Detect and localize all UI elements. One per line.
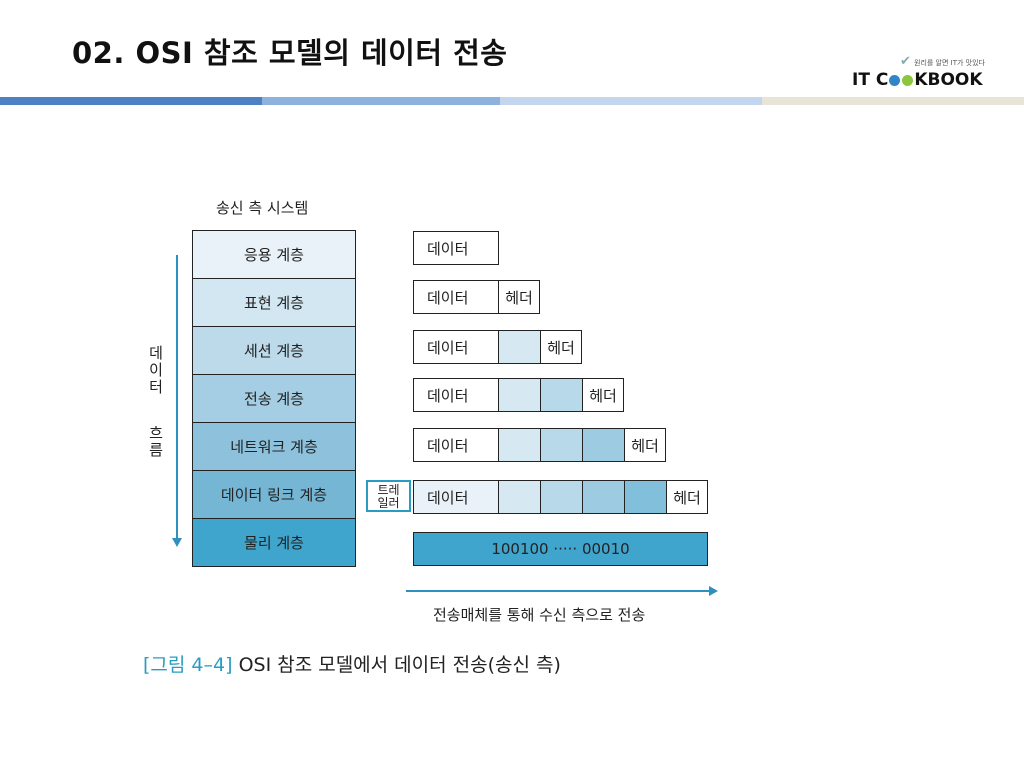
pdu-row-1: 데이터 xyxy=(413,231,499,265)
figure-caption: [그림 4–4] OSI 참조 모델에서 데이터 전송(송신 측) xyxy=(143,650,561,677)
data-segment: 데이터 xyxy=(413,280,499,314)
logo-dot-blue xyxy=(889,74,901,86)
encapsulated-header-segment xyxy=(582,480,625,514)
logo-dot-green xyxy=(902,74,914,86)
flow-label-char: 흐 xyxy=(149,424,163,442)
brand-word-right: KBOOK xyxy=(914,70,983,90)
physical-bit-stream: 100100 ····· 00010 xyxy=(413,532,708,566)
encapsulated-header-segment xyxy=(624,480,667,514)
header-bar-segment xyxy=(762,97,1024,105)
checkmark-icon: ✔ xyxy=(900,54,911,69)
pdu-row-3: 데이터 헤더 xyxy=(413,330,582,364)
trailer-label-line2: 일러 xyxy=(377,496,400,510)
osi-layer-6: 데이터 링크 계층 xyxy=(192,470,356,518)
flow-label-char: 이 xyxy=(149,361,163,379)
slide-title: 02. OSI 참조 모델의 데이터 전송 xyxy=(72,36,508,70)
transmit-arrow-head xyxy=(709,586,718,596)
sender-system-title: 송신 측 시스템 xyxy=(216,199,309,217)
header-segment: 헤더 xyxy=(582,378,624,412)
pdu-row-4: 데이터 헤더 xyxy=(413,378,624,412)
pdu-row-5: 데이터 헤더 xyxy=(413,428,666,462)
data-flow-arrow xyxy=(172,255,182,547)
data-segment: 데이터 xyxy=(413,480,499,514)
encapsulated-header-segment xyxy=(582,428,625,462)
data-segment: 데이터 xyxy=(413,231,499,265)
osi-layer-2: 표현 계층 xyxy=(192,278,356,326)
figure-caption-text: OSI 참조 모델에서 데이터 전송(송신 측) xyxy=(238,654,561,676)
transmit-arrow-line xyxy=(406,590,710,592)
osi-layer-stack: 응용 계층 표현 계층 세션 계층 전송 계층 네트워크 계층 데이터 링크 계층 물리 계… xyxy=(192,230,356,567)
encapsulated-header-segment xyxy=(498,378,541,412)
encapsulated-header-segment xyxy=(540,378,583,412)
header-bar-segment xyxy=(0,97,262,105)
trailer-label-line1: 트레 xyxy=(377,483,400,497)
encapsulated-header-segment xyxy=(540,428,583,462)
header-segment: 헤더 xyxy=(666,480,708,514)
trailer-box: 트레 일러 xyxy=(366,480,411,512)
transmit-arrow xyxy=(406,586,718,596)
header-bar-segment xyxy=(262,97,500,105)
osi-layer-7: 물리 계층 xyxy=(192,518,356,567)
brand-tagline: 원리를 알면 IT가 맛있다 xyxy=(914,59,985,67)
pdu-row-6: 데이터 헤더 xyxy=(413,480,708,514)
header-segment: 헤더 xyxy=(540,330,582,364)
brand-wordmark: IT C KBOOK xyxy=(852,70,983,90)
pdu-row-2: 데이터 헤더 xyxy=(413,280,540,314)
brand-word-left: IT C xyxy=(852,70,889,90)
encapsulated-header-segment xyxy=(498,480,541,514)
header-color-bar xyxy=(0,97,1024,105)
header-segment: 헤더 xyxy=(624,428,666,462)
flow-label-char: 데 xyxy=(149,344,163,362)
data-segment: 데이터 xyxy=(413,428,499,462)
flow-label-char: 름 xyxy=(149,441,163,459)
encapsulated-header-segment xyxy=(498,428,541,462)
header-bar-segment xyxy=(500,97,762,105)
flow-label-char: 터 xyxy=(149,378,163,396)
encapsulated-header-segment xyxy=(498,330,541,364)
osi-layer-3: 세션 계층 xyxy=(192,326,356,374)
header-segment: 헤더 xyxy=(498,280,540,314)
data-segment: 데이터 xyxy=(413,378,499,412)
transmit-label: 전송매체를 통해 수신 측으로 전송 xyxy=(433,606,646,624)
figure-number: [그림 4–4] xyxy=(143,654,233,676)
osi-layer-1: 응용 계층 xyxy=(192,230,356,278)
osi-layer-5: 네트워크 계층 xyxy=(192,422,356,470)
flow-arrow-head xyxy=(172,538,182,547)
data-segment: 데이터 xyxy=(413,330,499,364)
flow-arrow-line xyxy=(176,255,178,539)
encapsulated-header-segment xyxy=(540,480,583,514)
osi-layer-4: 전송 계층 xyxy=(192,374,356,422)
it-cookbook-logo: ✔ 원리를 알면 IT가 맛있다 IT C KBOOK xyxy=(852,52,992,92)
